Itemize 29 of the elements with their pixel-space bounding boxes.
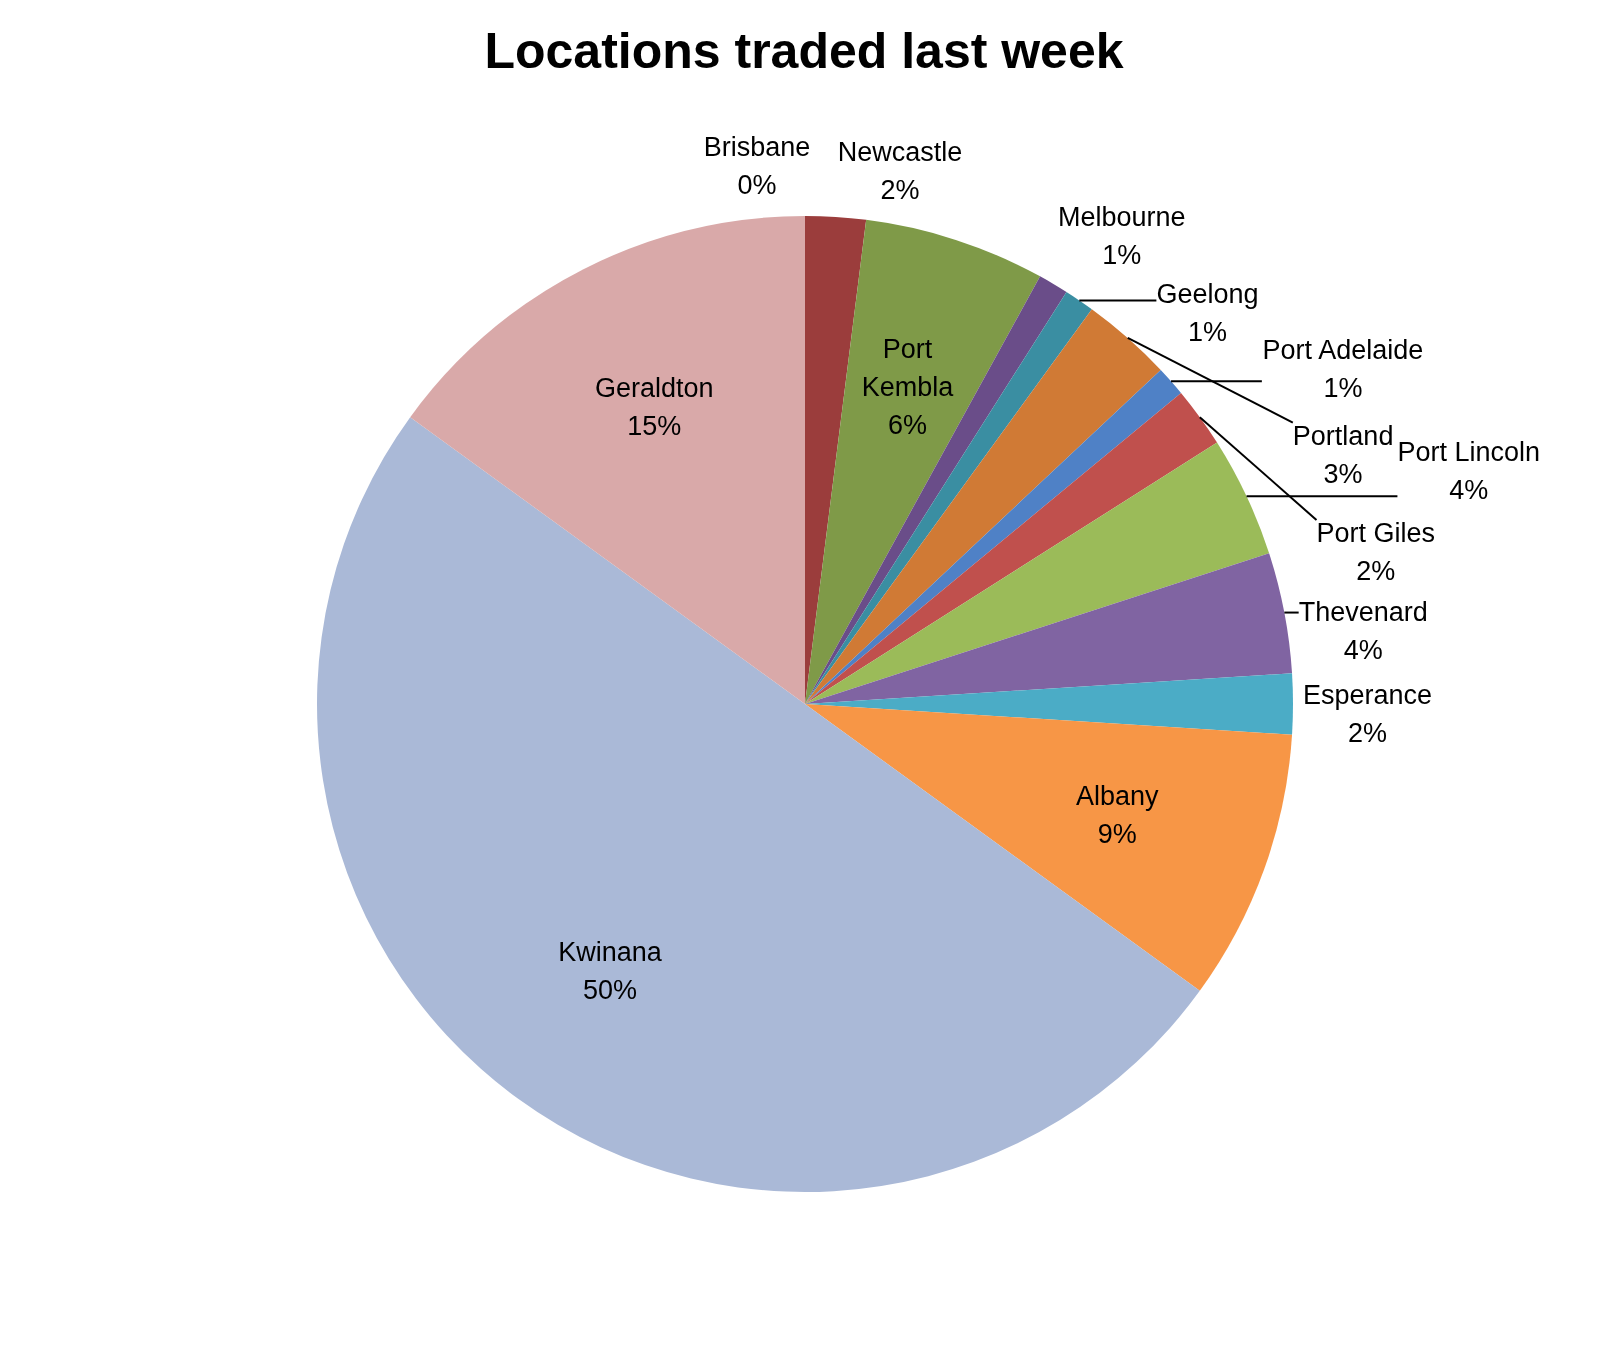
data-label: 9%: [1097, 818, 1137, 849]
data-label: 1%: [1102, 240, 1142, 271]
slice-label: Thevenard: [1298, 597, 1428, 628]
slice-label: Port Lincoln: [1397, 436, 1541, 467]
slice-label: Geelong: [1156, 279, 1259, 310]
data-label: 50%: [582, 974, 637, 1005]
data-label: 15%: [627, 410, 682, 441]
slice-label: Melbourne: [1058, 202, 1186, 233]
slice-label: Newcastle: [837, 137, 963, 168]
slice-label: Albany: [1075, 780, 1159, 811]
slice-label: Port Giles: [1316, 518, 1436, 549]
data-label: 4%: [1343, 635, 1383, 666]
data-label: 2%: [1348, 718, 1388, 749]
data-label: 6%: [888, 409, 928, 440]
slice-label: Port Kembla: [861, 333, 955, 402]
chart-title: Locations traded last week: [483, 22, 1125, 80]
data-label: 2%: [880, 175, 920, 206]
slice-label: Portland: [1292, 421, 1394, 452]
data-label: 1%: [1187, 317, 1227, 348]
data-label: 4%: [1449, 474, 1489, 505]
data-label: 2%: [1356, 556, 1396, 587]
slice-label: Port Adelaide: [1262, 334, 1424, 365]
data-label: 1%: [1323, 372, 1363, 403]
text: 0%: [737, 170, 777, 201]
slice-label: Geraldton: [595, 372, 714, 403]
slice-label: Esperance: [1302, 680, 1433, 711]
data-label: 3%: [1323, 459, 1363, 490]
category-label: Brisbane: [703, 132, 811, 163]
slice-label: Kwinana: [558, 936, 663, 967]
